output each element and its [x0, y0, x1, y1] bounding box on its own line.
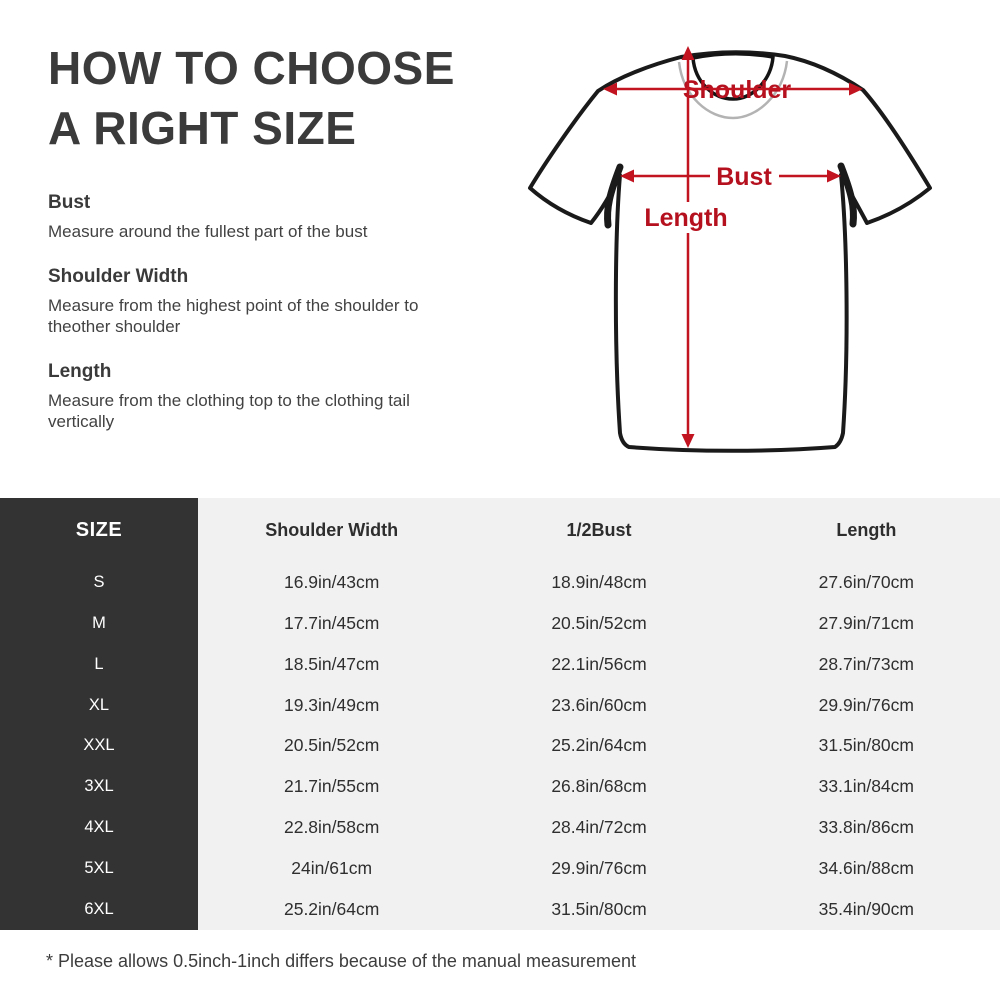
right-underarm-seam — [837, 162, 857, 228]
shoulder-width-value: 25.2in/64cm — [283, 899, 380, 920]
half-bust-value: 29.9in/76cm — [551, 858, 647, 879]
half-bust-value: 20.5in/52cm — [551, 612, 647, 633]
length-value: 27.6in/70cm — [818, 571, 914, 592]
shoulder-width-value: 22.8in/58cm — [283, 817, 380, 838]
length-value: 33.8in/86cm — [818, 817, 914, 838]
instruction-text: Measure from the clothing top to the clo… — [48, 391, 410, 431]
bust-arrow: Bust — [620, 163, 841, 191]
column-header-half-bust: 1/2Bust — [566, 519, 632, 540]
page-title: HOW TO CHOOSE A RIGHT SIZE — [48, 38, 478, 158]
instructions: Bust Measure around the fullest part of … — [48, 192, 433, 456]
length-arrow: Length — [644, 46, 728, 448]
half-bust-value: 18.9in/48cm — [551, 571, 647, 592]
size-label: L — [0, 643, 198, 685]
length-value: 31.5in/80cm — [818, 735, 914, 756]
half-bust-value: 31.5in/80cm — [551, 899, 647, 920]
size-table: SIZE Shoulder Width 1/2Bust Length S 16.… — [0, 498, 1000, 930]
instruction-heading: Bust — [48, 192, 91, 213]
tshirt-measurement-diagram: Shoulder Bust Length — [518, 15, 998, 465]
instruction-bust: Bust Measure around the fullest part of … — [48, 192, 433, 242]
size-label: 3XL — [0, 766, 198, 808]
tshirt-diagram-svg: Shoulder Bust Length — [528, 46, 932, 453]
instruction-heading: Shoulder Width — [48, 266, 189, 287]
half-bust-value: 25.2in/64cm — [551, 735, 647, 756]
length-label: Length — [644, 204, 727, 232]
page-title-line1: HOW TO CHOOSE — [48, 42, 455, 94]
size-label: 4XL — [0, 807, 198, 849]
shoulder-width-value: 20.5in/52cm — [283, 735, 380, 756]
length-value: 27.9in/71cm — [818, 612, 914, 633]
instruction-shoulder-width: Shoulder Width Measure from the highest … — [48, 266, 433, 337]
shoulder-width-value: 17.7in/45cm — [283, 612, 380, 633]
left-underarm-seam — [604, 163, 624, 229]
instruction-length: Length Measure from the clothing top to … — [48, 361, 433, 432]
size-label: XXL — [0, 725, 198, 767]
page-title-line2: A RIGHT SIZE — [48, 102, 357, 154]
length-value: 35.4in/90cm — [818, 899, 914, 920]
size-label: M — [0, 602, 198, 644]
column-header-shoulder-width: Shoulder Width — [265, 519, 399, 540]
size-label: XL — [0, 684, 198, 726]
footnote: * Please allows 0.5inch-1inch differs be… — [46, 951, 637, 971]
shoulder-width-value: 24in/61cm — [291, 858, 373, 879]
half-bust-value: 23.6in/60cm — [551, 694, 647, 715]
shoulder-width-value: 16.9in/43cm — [283, 571, 380, 592]
half-bust-value: 22.1in/56cm — [551, 653, 647, 674]
length-value: 29.9in/76cm — [818, 694, 914, 715]
half-bust-value: 28.4in/72cm — [551, 817, 647, 838]
bust-label: Bust — [716, 163, 772, 191]
instruction-heading: Length — [48, 361, 112, 382]
size-label: S — [0, 562, 198, 603]
instruction-text: Measure from the highest point of the sh… — [48, 296, 419, 336]
column-header-length: Length — [836, 519, 897, 540]
shoulder-width-value: 21.7in/55cm — [283, 776, 380, 797]
instruction-text: Measure around the fullest part of the b… — [48, 222, 368, 241]
shoulder-width-value: 19.3in/49cm — [283, 694, 380, 715]
collar-inner-icon — [691, 51, 775, 101]
length-value: 34.6in/88cm — [818, 858, 914, 879]
size-label: 6XL — [0, 889, 198, 930]
size-column-header: SIZE — [0, 498, 198, 562]
tshirt-outline-icon — [528, 50, 932, 453]
size-label: 5XL — [0, 848, 198, 890]
half-bust-value: 26.8in/68cm — [551, 776, 647, 797]
length-value: 28.7in/73cm — [818, 653, 914, 674]
shoulder-width-value: 18.5in/47cm — [283, 653, 380, 674]
length-value: 33.1in/84cm — [818, 776, 914, 797]
shoulder-arrow: Shoulder — [603, 76, 863, 104]
